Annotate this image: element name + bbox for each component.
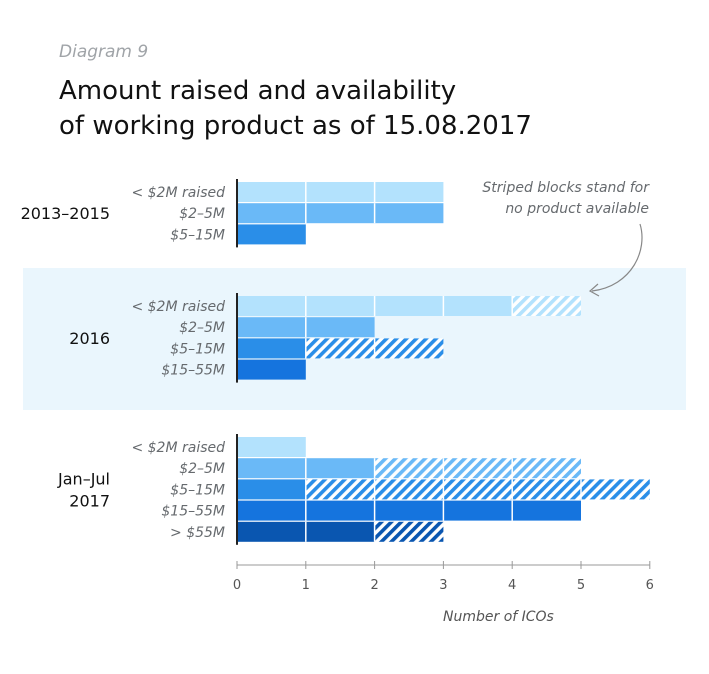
bar-with-product — [237, 338, 306, 359]
x-axis-title: Number of ICOs — [443, 609, 554, 625]
group-label: 2016 — [69, 329, 110, 348]
bar-no-product — [374, 458, 581, 479]
chart-title-line-1: Amount raised and availability — [59, 76, 456, 106]
annotation-line-1: Striped blocks stand for — [482, 180, 650, 196]
x-tick-label: 3 — [439, 578, 447, 593]
category-label: $5–15M — [170, 482, 225, 498]
category-label: $5–15M — [170, 227, 225, 243]
plot-area: < $2M raised $2–5M $5–15M 2013–2015 < $2M ra… — [21, 179, 686, 625]
bar-with-product — [237, 500, 581, 521]
bar-no-product — [305, 479, 650, 500]
category-label: < $2M raised — [131, 185, 225, 201]
category-label: $2–5M — [179, 206, 225, 222]
category-label: $5–15M — [170, 341, 225, 357]
bar-with-product — [237, 203, 444, 224]
annotation-line-2: no product available — [505, 201, 649, 217]
x-tick-label: 5 — [577, 578, 585, 593]
group-label: 2013–2015 — [21, 204, 110, 223]
diagram-label: Diagram 9 — [59, 42, 148, 62]
group-label: Jan–Jul — [57, 469, 110, 488]
category-label: $2–5M — [179, 320, 225, 336]
x-tick-label: 1 — [302, 578, 310, 593]
bar-with-product — [237, 479, 306, 500]
category-label: $15–55M — [161, 363, 225, 379]
category-label: $15–55M — [161, 504, 225, 520]
x-tick-label: 4 — [508, 578, 516, 593]
x-tick-label: 0 — [233, 578, 241, 593]
bar-no-product — [374, 521, 444, 542]
x-tick-label: 6 — [646, 578, 654, 593]
chart-title-line-2: of working product as of 15.08.2017 — [59, 111, 532, 141]
bar-with-product — [237, 224, 306, 245]
category-label: < $2M raised — [131, 299, 225, 315]
group-label: 2017 — [69, 491, 110, 510]
bar-with-product — [237, 359, 306, 380]
x-tick-label: 2 — [370, 578, 378, 593]
bar-with-product — [237, 182, 444, 202]
category-label: < $2M raised — [131, 440, 225, 456]
bar-no-product — [512, 296, 581, 316]
category-label: > $55M — [170, 525, 225, 541]
bar-with-product — [237, 437, 306, 457]
annotation-arrowhead — [588, 283, 600, 297]
category-label: $2–5M — [179, 461, 225, 477]
annotation-arrow — [591, 223, 643, 292]
